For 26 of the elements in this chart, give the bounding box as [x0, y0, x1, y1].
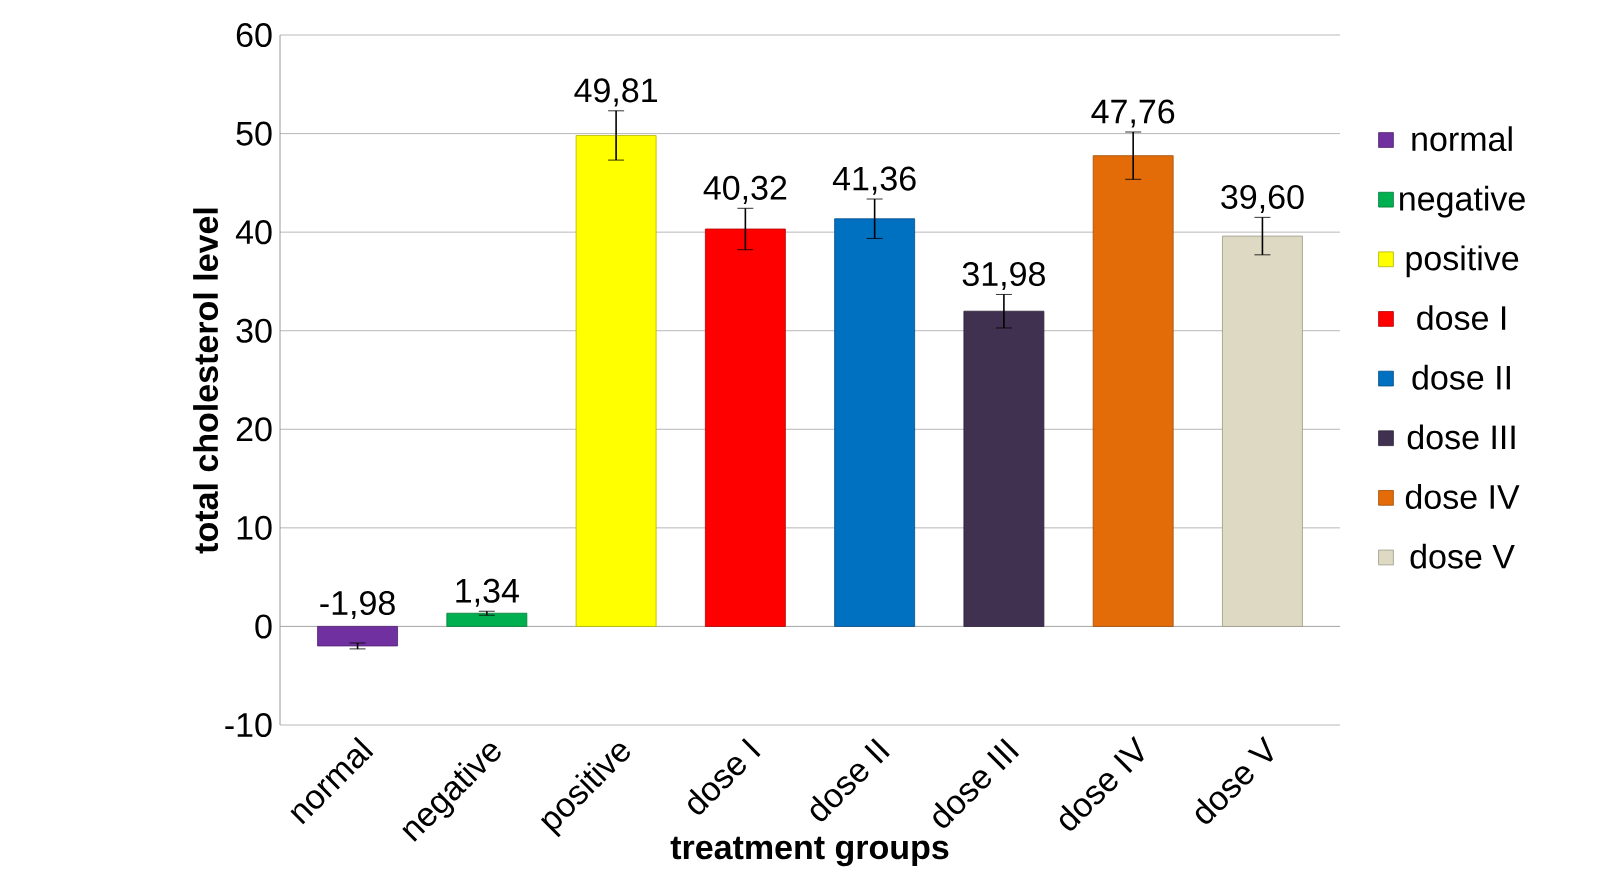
legend-label: dose I — [1417, 305, 1506, 331]
data-label: 49,81 — [574, 78, 657, 107]
data-label: 40,32 — [703, 175, 787, 204]
legend-label: dose II — [1412, 364, 1510, 390]
data-label: 1,34 — [456, 578, 519, 607]
y-tick-label: 30 — [236, 318, 272, 343]
data-label: 41,36 — [832, 166, 916, 195]
y-tick-label: 60 — [236, 22, 272, 48]
y-tick-label: -10 — [225, 712, 272, 738]
y-axis-title: total cholesterol level — [193, 208, 219, 554]
legend-label: dose IV — [1405, 484, 1520, 510]
data-label: 47,76 — [1091, 99, 1175, 128]
y-tick-label: 10 — [237, 515, 272, 540]
data-label: -1,98 — [320, 590, 395, 620]
legend-label: dose V — [1410, 543, 1515, 569]
legend-label: positive — [1406, 245, 1519, 278]
x-axis-title: treatment groups — [670, 836, 949, 867]
y-tick-label: 50 — [236, 121, 272, 146]
legend-label: negative — [1400, 185, 1525, 218]
y-tick-label: 40 — [235, 220, 272, 245]
data-label: 39,60 — [1221, 184, 1304, 213]
data-label: 31,98 — [962, 261, 1045, 291]
y-tick-label: 0 — [255, 614, 272, 639]
y-tick-label: 20 — [236, 417, 272, 442]
legend-label: dose III — [1407, 424, 1515, 450]
legend-label: normal — [1412, 126, 1512, 152]
